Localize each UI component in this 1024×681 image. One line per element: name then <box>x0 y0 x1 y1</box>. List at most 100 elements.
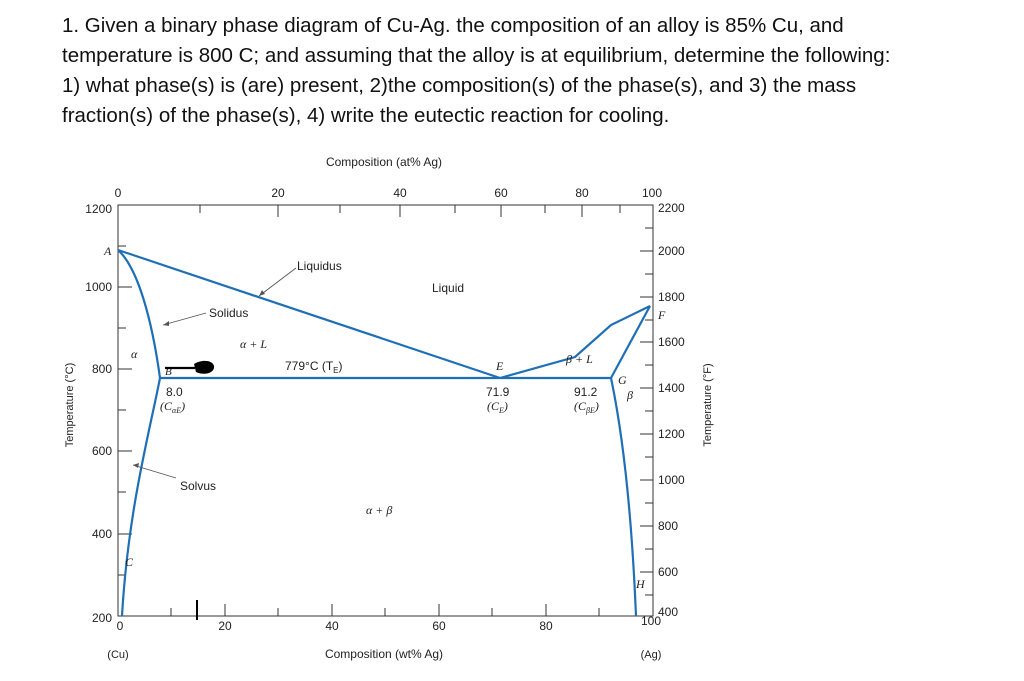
top-tick-label: 60 <box>494 186 508 200</box>
top-axis-title: Composition (at% Ag) <box>326 155 442 169</box>
right-ticks <box>640 204 653 596</box>
ag-end-label: (Ag) <box>641 649 662 661</box>
top-tick-labels: 0 20 40 60 80 100 <box>115 186 663 200</box>
solvus-leader <box>132 464 177 479</box>
beta-l-label: β + L <box>565 352 593 366</box>
point-h-label: H <box>635 577 646 591</box>
liquidus-label: Liquidus <box>297 259 342 273</box>
bottom-axis-title: Composition (wt% Ag) <box>325 647 443 661</box>
point-e-label: E <box>495 359 504 373</box>
beta-phase-label: β <box>626 388 633 402</box>
beta-solidus-line <box>610 305 651 379</box>
alpha-phase-label: α <box>131 347 138 361</box>
eutectic-temperature-subscript: E <box>333 366 338 375</box>
liquidus-right-line <box>499 305 651 380</box>
solvus-arrowhead <box>133 463 139 468</box>
annotation-blob <box>194 360 215 374</box>
beta-composition-close: ) <box>594 399 599 413</box>
alpha-solidus-line <box>117 249 162 379</box>
left-tick-label: 1000 <box>85 280 112 294</box>
point-c-label: C <box>125 555 134 569</box>
right-tick-label: 600 <box>658 565 678 579</box>
right-tick-label: 1600 <box>658 335 685 349</box>
right-tick-labels: 2200 2000 1800 1600 1400 1200 1000 800 6… <box>658 201 685 619</box>
point-f-label: F <box>657 308 666 322</box>
solidus-arrowhead <box>163 321 169 326</box>
point-b-label: B <box>165 366 172 378</box>
eutectic-composition-symbol: (CE) <box>487 399 508 415</box>
bottom-tick-labels: 0 20 40 60 80 100 <box>117 614 662 633</box>
leader-arrowheads <box>133 290 265 468</box>
right-tick-label: 1200 <box>658 427 685 441</box>
left-tick-label: 800 <box>92 362 112 376</box>
cu-end-label: (Cu) <box>107 649 128 661</box>
bottom-tick-label: 20 <box>218 619 232 633</box>
right-tick-label: 2000 <box>658 244 685 258</box>
right-tick-label: 1400 <box>658 381 685 395</box>
question-line-2: temperature is 800 C; and assuming that … <box>62 44 891 67</box>
beta-solvus-line <box>609 377 638 617</box>
left-tick-label: 600 <box>92 444 112 458</box>
leader-lines <box>132 267 297 479</box>
solidus-leader <box>162 312 207 326</box>
right-tick-label: 1800 <box>658 290 685 304</box>
right-tick-label: 1000 <box>658 473 685 487</box>
alpha-composition-value: 8.0 <box>166 385 183 399</box>
top-tick-label: 100 <box>642 186 662 200</box>
top-tick-label: 80 <box>575 186 589 200</box>
liquidus-left-line <box>117 248 501 380</box>
beta-composition-open: (C <box>574 399 587 413</box>
alpha-l-label: α + L <box>240 337 267 351</box>
right-tick-label: 2200 <box>658 201 685 215</box>
bottom-tick-label: 100 <box>641 614 661 628</box>
top-tick-label: 40 <box>393 186 407 200</box>
point-a-label: A <box>103 244 112 258</box>
solidus-label: Solidus <box>209 306 248 320</box>
left-tick-labels: 1200 1000 800 600 400 200 <box>85 202 112 625</box>
alpha-solvus-line <box>120 377 162 617</box>
liquidus-arrowhead <box>259 290 265 296</box>
top-tick-label: 0 <box>115 186 122 200</box>
plot-frame <box>117 204 654 617</box>
point-g-label: G <box>618 373 627 387</box>
right-tick-label: 800 <box>658 519 678 533</box>
right-tick-label: 400 <box>658 605 678 619</box>
eutectic-composition-open: (C <box>487 399 500 413</box>
left-axis-title: Temperature (°C) <box>64 363 76 447</box>
alpha-composition-subscript: αE <box>172 406 181 415</box>
top-tick-label: 20 <box>271 186 285 200</box>
beta-composition-symbol: (CβE) <box>574 399 599 415</box>
left-tick-label: 400 <box>92 527 112 541</box>
phase-boundaries <box>117 248 651 617</box>
beta-composition-subscript: βE <box>585 406 595 415</box>
beta-composition-value: 91.2 <box>574 385 598 399</box>
handwritten-annotations <box>165 360 215 620</box>
bottom-tick-label: 80 <box>539 619 553 633</box>
eutectic-temperature-label: 779°C (TE) <box>285 359 343 375</box>
liquidus-leader <box>258 267 297 297</box>
alpha-composition-open: (C <box>160 399 173 413</box>
top-ticks <box>199 205 621 217</box>
eutectic-composition-close: ) <box>503 399 508 413</box>
bottom-tick-label: 60 <box>432 619 446 633</box>
question-line-4: fraction(s) of the phase(s), 4) write th… <box>62 104 670 127</box>
eutectic-composition-subscript: E <box>498 406 504 415</box>
eutectic-composition-value: 71.9 <box>486 385 510 399</box>
alpha-composition-symbol: (CαE) <box>160 399 185 415</box>
eutectic-temperature-text: 779°C (T <box>285 359 334 373</box>
question-line-1: 1. Given a binary phase diagram of Cu-Ag… <box>62 14 844 37</box>
liquid-label: Liquid <box>432 281 464 295</box>
bottom-ticks <box>170 604 600 616</box>
left-tick-label: 200 <box>92 611 112 625</box>
eutectic-temperature-close: ) <box>339 359 343 373</box>
left-tick-label: 1200 <box>85 202 112 216</box>
question-line-3: 1) what phase(s) is (are) present, 2)the… <box>62 74 857 97</box>
left-ticks <box>118 245 132 576</box>
question-text: 1. Given a binary phase diagram of Cu-Ag… <box>62 11 1002 131</box>
right-axis-title: Temperature (°F) <box>702 363 714 446</box>
alpha-beta-label: α + β <box>366 503 392 517</box>
solvus-label: Solvus <box>180 479 216 493</box>
bottom-tick-label: 0 <box>117 619 124 633</box>
bottom-tick-label: 40 <box>325 619 339 633</box>
